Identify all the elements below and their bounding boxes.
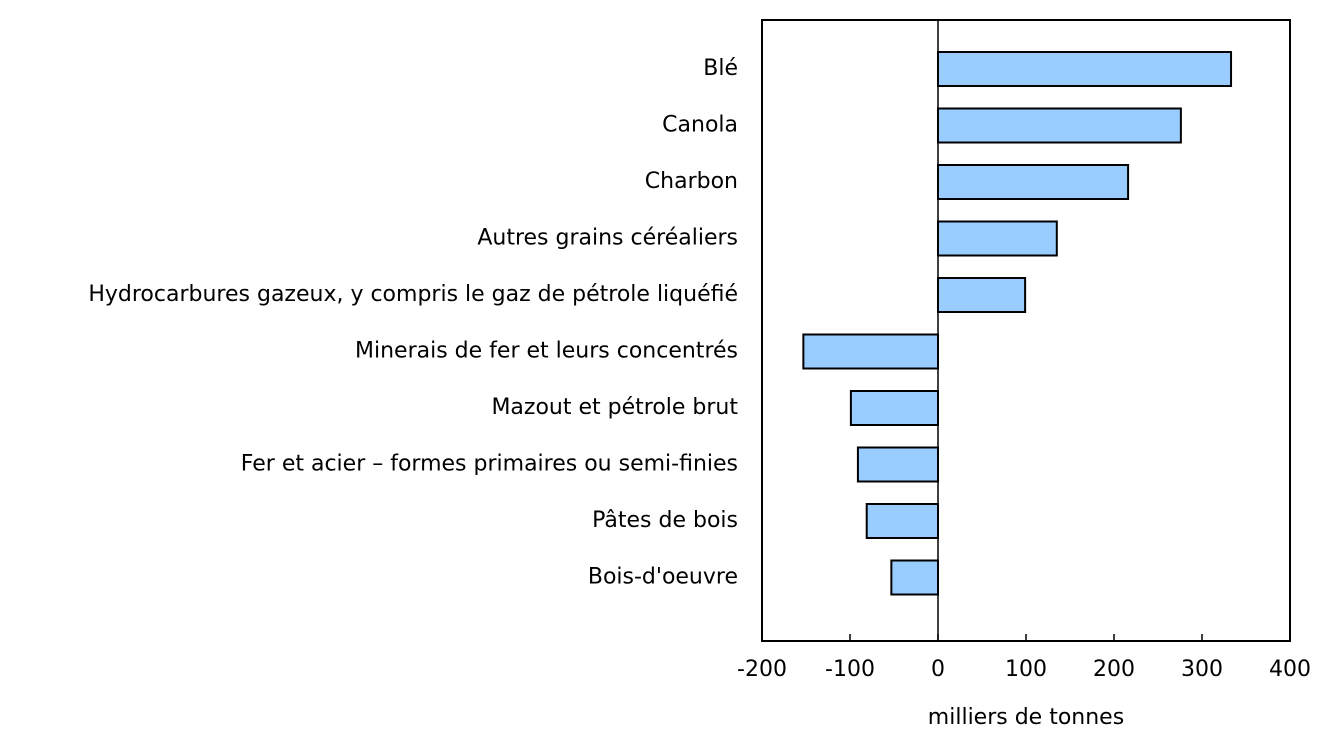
y-tick-label: Pâtes de bois [592,508,738,533]
x-axis-title: milliers de tonnes [928,705,1124,730]
x-tick-label: -100 [825,657,875,682]
bar [802,333,939,370]
y-tick-label: Hydrocarbures gazeux, y compris le gaz d… [88,282,738,307]
y-tick-label: Autres grains céréaliers [477,226,738,251]
y-tick-label: Canola [662,113,738,138]
x-tick-label: 300 [1181,657,1223,682]
bar [937,277,1027,313]
x-tick-label: 400 [1269,657,1311,682]
bar [937,164,1130,200]
x-tick-label: 200 [1093,657,1135,682]
bar [937,220,1058,257]
bar [849,390,940,426]
bar [865,503,939,539]
bar [937,107,1182,144]
x-tick-label: -200 [737,657,787,682]
y-tick-label: Mazout et pétrole brut [491,395,738,420]
x-tick-label: 0 [931,657,945,682]
y-tick-label: Blé [703,56,738,81]
y-tick-label: Bois-d'oeuvre [588,565,738,590]
plot-frame [761,19,1291,642]
bar [856,446,939,483]
bar [937,51,1233,87]
x-tick-label: 100 [1005,657,1047,682]
y-tick-label: Charbon [645,169,738,194]
y-tick-label: Minerais de fer et leurs concentrés [355,339,738,364]
bar [890,559,939,596]
y-tick-label: Fer et acier – formes primaires ou semi-… [241,452,738,477]
